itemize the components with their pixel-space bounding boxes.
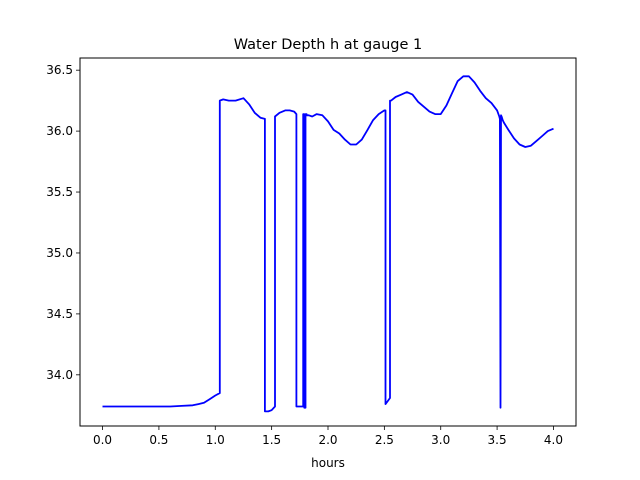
y-tick-label: 35.5 xyxy=(46,185,73,199)
chart-title: Water Depth h at gauge 1 xyxy=(234,37,422,53)
y-tick-label: 36.5 xyxy=(46,63,73,77)
y-tick-label: 35.0 xyxy=(46,246,73,260)
x-tick-label: 0.0 xyxy=(93,433,112,447)
x-tick-label: 1.0 xyxy=(206,433,225,447)
x-tick-label: 1.5 xyxy=(262,433,281,447)
plot-area xyxy=(80,58,576,426)
plot-frame xyxy=(79,57,577,427)
x-tick-label: 4.0 xyxy=(544,433,563,447)
x-tick-label: 3.0 xyxy=(431,433,450,447)
x-axis-label: hours xyxy=(311,456,345,470)
y-tick-label: 36.0 xyxy=(46,124,73,138)
x-tick-label: 2.0 xyxy=(318,433,337,447)
x-tick-label: 0.5 xyxy=(149,433,168,447)
y-tick-label: 34.5 xyxy=(46,307,73,321)
y-tick-label: 34.0 xyxy=(46,368,73,382)
x-tick-label: 2.5 xyxy=(375,433,394,447)
series-line xyxy=(102,75,554,413)
x-tick-label: 3.5 xyxy=(488,433,507,447)
axis-ticks: 0.0 0.5 1.0 1.5 2.0 2.5 3.0 3.5 4.0 34.0 34.5 35.0 3… xyxy=(46,63,563,447)
